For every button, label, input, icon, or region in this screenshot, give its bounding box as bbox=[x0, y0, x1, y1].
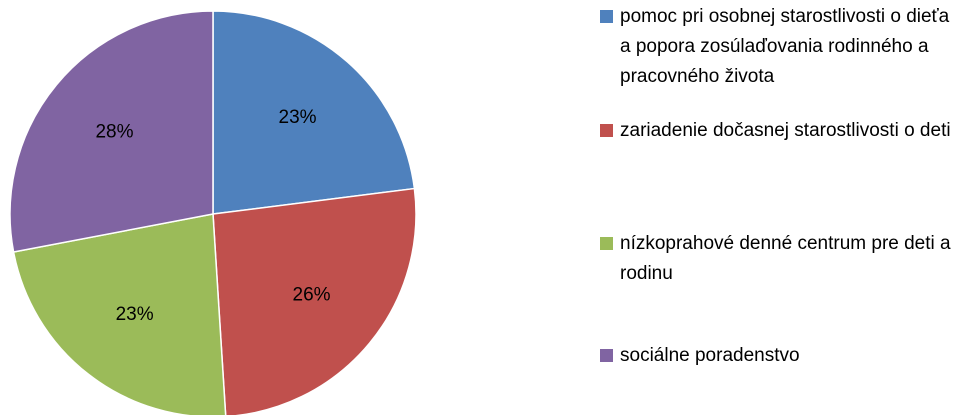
legend-swatch bbox=[600, 124, 613, 137]
legend-swatch bbox=[600, 237, 613, 250]
pie-slice bbox=[12, 213, 227, 415]
data-label: 23% bbox=[116, 304, 154, 325]
data-label: 23% bbox=[279, 107, 317, 128]
legend-swatch bbox=[600, 349, 613, 362]
legend-label: nízkoprahové denné centrum pre deti a ro… bbox=[620, 233, 951, 284]
data-label: 28% bbox=[95, 121, 133, 142]
legend-swatch bbox=[600, 10, 613, 23]
legend-label: zariadenie dočasnej starostlivosti o det… bbox=[620, 120, 951, 141]
pie-slice bbox=[9, 10, 214, 253]
legend-label: sociálne poradenstvo bbox=[620, 345, 800, 366]
data-label: 26% bbox=[293, 285, 331, 306]
pie-slice bbox=[212, 10, 416, 215]
legend-label: pomoc pri osobnej starostlivosti o dieťa… bbox=[620, 6, 950, 87]
pie-slice bbox=[212, 187, 417, 415]
